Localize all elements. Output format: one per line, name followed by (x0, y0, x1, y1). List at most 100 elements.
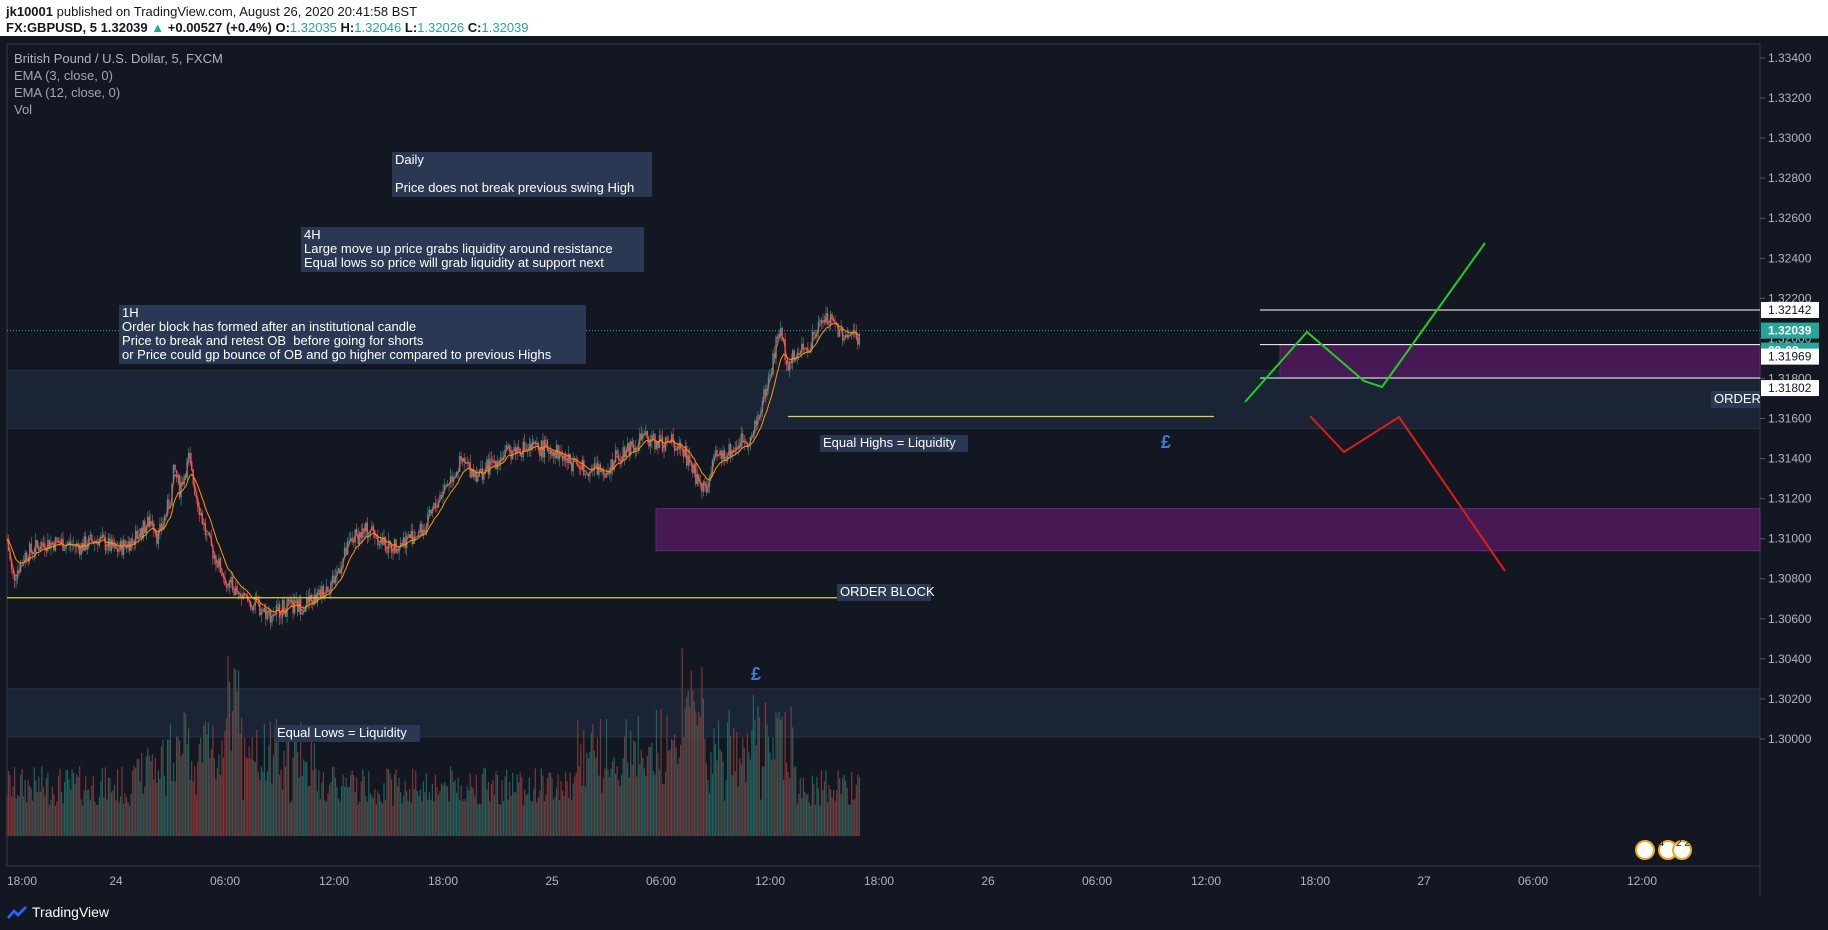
volume-bar (698, 712, 700, 836)
candle-body (222, 576, 225, 578)
pound-marker[interactable]: £ (751, 664, 761, 684)
volume-bar (29, 786, 31, 836)
price-tag-ob-bottom: 1.31802 (1768, 381, 1812, 395)
volume-bar (840, 793, 842, 836)
tradingview-brand[interactable]: TradingView (6, 904, 109, 920)
order-block-lower[interactable] (655, 508, 1761, 552)
legend-ema-fast[interactable]: EMA (3, close, 0) (14, 68, 113, 83)
volume-bar (427, 799, 429, 836)
order-block-upper[interactable] (1279, 344, 1761, 379)
volume-bar (197, 762, 199, 836)
volume-bar (372, 798, 374, 836)
volume-bar (195, 794, 197, 836)
volume-bar (495, 771, 497, 836)
volume-bar (343, 786, 346, 836)
candle-body (145, 526, 147, 534)
candle-body (407, 534, 409, 536)
volume-bar (366, 801, 368, 836)
candle-body (787, 364, 789, 371)
candle-body (778, 333, 780, 339)
volume-bar (599, 718, 602, 836)
note-4h[interactable]: 4H Large move up price grabs liquidity a… (301, 227, 644, 272)
volume-bar (798, 794, 800, 836)
volume-bar (717, 720, 720, 836)
candle-body (203, 523, 205, 525)
legend-volume[interactable]: Vol (14, 102, 33, 117)
candle-body (460, 455, 462, 461)
volume-bar (86, 790, 88, 836)
note-1h[interactable]: 1H Order block has formed after an insti… (119, 305, 586, 364)
candle-body (604, 473, 606, 478)
volume-bar (456, 792, 458, 836)
volume-bar (816, 776, 818, 836)
volume-bar (845, 780, 847, 836)
candle-body (227, 587, 229, 589)
volume-bar (446, 786, 449, 836)
candle-body (514, 447, 517, 454)
x-tick-label: 06:00 (646, 874, 676, 888)
price-chart[interactable]: £ £34 2 2 2 1.33400 1.33200 1.33000 1.32800 1.… (0, 36, 1828, 906)
volume-bar (831, 797, 833, 836)
candle-body (168, 499, 170, 509)
volume-bar (378, 794, 381, 836)
volume-bar (63, 781, 66, 836)
candle-body (626, 442, 629, 451)
chart-background (0, 36, 1828, 906)
event-badges[interactable]: 34 2 2 2 (1635, 838, 1699, 860)
volume-bar (383, 783, 385, 836)
note-order-block[interactable]: ORDER BLOCK (837, 584, 935, 601)
volume-bar (422, 781, 424, 836)
candle-body (586, 473, 588, 475)
candle-body (280, 617, 282, 619)
volume-bar (528, 777, 530, 836)
candle-body (570, 463, 573, 472)
volume-bar (194, 765, 196, 836)
volume-bar (445, 785, 447, 836)
volume-bar (38, 776, 40, 836)
note-equal-lows[interactable]: Equal Lows = Liquidity (274, 725, 420, 742)
volume-bar (13, 767, 16, 836)
volume-bar (701, 666, 703, 836)
volume-bar (660, 709, 662, 836)
flag-icon[interactable] (1635, 840, 1655, 860)
volume-bar (77, 777, 79, 836)
candle-body (348, 540, 350, 542)
footer-bar (0, 900, 1828, 930)
volume-bar (312, 770, 314, 836)
chart-area[interactable]: £ £34 2 2 2 1.33400 1.33200 1.33000 1.32800 1.… (0, 36, 1828, 906)
legend-instrument[interactable]: British Pound / U.S. Dollar, 5, FXCM (14, 51, 223, 66)
volume-bar (245, 757, 247, 836)
candle-body (366, 522, 369, 538)
volume-bar (587, 758, 589, 836)
bullish-projection-path[interactable] (1244, 242, 1486, 403)
price-tag-high: 1.32142 (1768, 303, 1812, 317)
note-order-right[interactable]: ORDER (1711, 391, 1761, 408)
volume-bar (605, 718, 608, 836)
note-equal-highs[interactable]: Equal Highs = Liquidity (820, 435, 968, 452)
volume-bar (310, 739, 312, 836)
volume-bar (490, 784, 493, 836)
volume-bar (849, 804, 851, 836)
volume-bar (720, 752, 723, 836)
volume-bar (823, 781, 826, 836)
volume-bar (393, 774, 396, 836)
author-name[interactable]: jk10001 (6, 4, 53, 19)
bearish-projection-path[interactable] (1309, 415, 1506, 572)
legend-ema-slow[interactable]: EMA (12, close, 0) (14, 85, 121, 100)
candle-body (729, 444, 732, 457)
volume-bar (817, 788, 820, 836)
candle-body (543, 439, 546, 458)
volume-bar (172, 762, 175, 836)
volume-bar (734, 771, 736, 836)
note-daily[interactable]: Daily Price does not break previous swin… (392, 152, 652, 197)
flag-icon[interactable] (1672, 840, 1692, 860)
candle-body (776, 336, 779, 339)
pound-marker[interactable]: £ (1161, 432, 1171, 452)
volume-bar (465, 800, 467, 836)
volume-bar (265, 780, 267, 836)
volume-bar (225, 718, 228, 836)
candle-body (166, 499, 169, 516)
ema-slow-line (6, 323, 860, 613)
candle-body (160, 523, 163, 530)
resistance-zone[interactable] (6, 369, 1761, 430)
